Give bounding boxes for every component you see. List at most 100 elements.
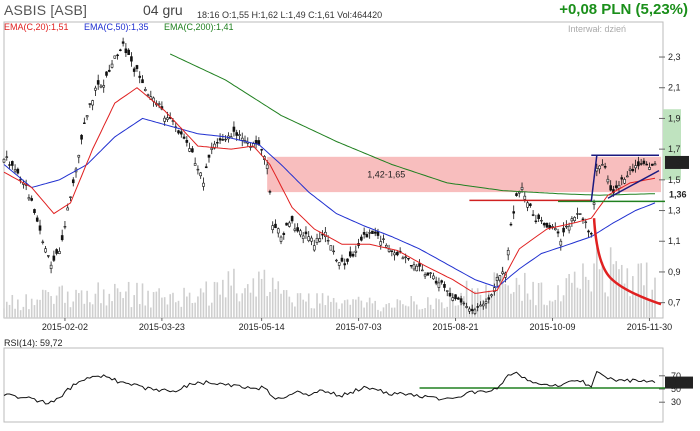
volume-bar (587, 279, 590, 318)
volume-bar (305, 301, 307, 318)
rsi-last-label: 59,72 (667, 378, 690, 388)
volume-bar (521, 300, 523, 318)
y-tick-label: 1,7 (668, 144, 681, 154)
volume-bar (280, 293, 282, 318)
candle-body (531, 214, 535, 216)
volume-bar (366, 302, 368, 318)
volume-bar (299, 293, 302, 318)
y-tick-label: 1,9 (668, 113, 681, 123)
candle-body (85, 115, 89, 118)
volume-bar (219, 294, 221, 318)
volume-bar (316, 293, 318, 318)
candle-body (27, 197, 31, 200)
volume-bar (460, 292, 462, 318)
last-price-tag (665, 155, 689, 169)
volume-bar (357, 296, 360, 318)
volume-bar (119, 291, 122, 318)
candle-body (196, 168, 200, 171)
volume-bar (111, 301, 113, 318)
volume-bar (213, 281, 216, 318)
candle-body (304, 231, 308, 235)
candle-body (468, 308, 471, 312)
volume-bar (294, 306, 296, 318)
volume-bar (66, 291, 69, 318)
candle-body (80, 134, 83, 140)
candle-body (642, 160, 646, 164)
candle-body (71, 179, 75, 184)
volume-bar (125, 291, 127, 318)
volume-bar (163, 297, 166, 318)
rsi-line (3, 370, 656, 405)
candle-body (462, 302, 466, 305)
candle-body (512, 211, 516, 214)
candle-body (434, 280, 438, 284)
volume-bar (5, 301, 8, 318)
volume-bar (114, 283, 116, 318)
volume-bar (504, 284, 507, 318)
candle-body (279, 236, 283, 242)
interval-label: Interwał: dzień (568, 24, 627, 34)
volume-bar (39, 299, 41, 318)
volume-bar (141, 283, 144, 318)
volume-bar (44, 290, 47, 318)
candle-body (38, 225, 42, 231)
candle-body (88, 103, 92, 105)
y-tick-label: 1,5 (668, 175, 681, 185)
volume-bar (14, 308, 16, 318)
volume-bar (313, 308, 316, 318)
x-tick-label: 2015-03-23 (139, 322, 185, 332)
candle-body (609, 185, 612, 191)
candle-body (601, 164, 604, 166)
volume-bar (582, 263, 584, 318)
volume-bar (166, 304, 169, 318)
volume-bar (86, 290, 88, 318)
volume-bar (607, 296, 609, 318)
candle-body (260, 149, 263, 151)
volume-bar (266, 296, 268, 318)
candle-body (177, 130, 180, 134)
candle-body (587, 230, 590, 233)
volume-bar (158, 288, 160, 318)
candle-body (437, 282, 441, 288)
candle-body (216, 142, 219, 144)
volume-bar (186, 296, 188, 318)
volume-bar (222, 279, 224, 318)
volume-bar (355, 299, 357, 318)
candle-body (96, 80, 100, 85)
candle-body (650, 163, 654, 166)
price-change: +0,08 PLN (5,23%) (559, 1, 688, 18)
rsi-title: RSI(14): 59,72 (4, 338, 63, 348)
volume-bar (130, 307, 133, 318)
candle-body (584, 221, 588, 223)
volume-bar (263, 269, 266, 318)
candle-body (141, 79, 144, 84)
volume-bar (465, 280, 468, 318)
volume-bar (584, 276, 587, 318)
candle-body (368, 232, 371, 234)
candle-body (529, 203, 532, 207)
candle-body (493, 287, 496, 292)
candle-body (124, 48, 128, 54)
volume-bar (604, 292, 606, 318)
candle-body (517, 191, 521, 194)
volume-bar (438, 299, 440, 318)
volume-bar (319, 303, 321, 318)
volume-bar (147, 290, 149, 318)
volume-bar (404, 305, 407, 318)
x-tick-label: 2015-08-21 (433, 322, 479, 332)
volume-bar (136, 282, 138, 318)
candle-body (490, 294, 493, 297)
candle-body (648, 167, 651, 170)
candle-body (382, 238, 385, 240)
volume-bar (598, 269, 601, 318)
candle-body (47, 255, 50, 257)
volume-bar (410, 296, 413, 318)
candle-body (553, 228, 557, 231)
volume-bar (161, 297, 163, 318)
volume-bar (571, 282, 573, 318)
candle-body (623, 179, 626, 184)
candle-body (301, 235, 305, 239)
candle-body (343, 263, 347, 266)
candle-body (639, 163, 643, 165)
